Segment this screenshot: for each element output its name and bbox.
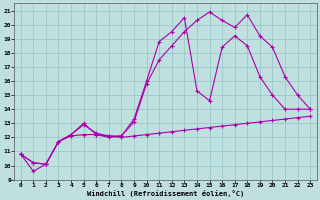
X-axis label: Windchill (Refroidissement éolien,°C): Windchill (Refroidissement éolien,°C) — [87, 190, 244, 197]
